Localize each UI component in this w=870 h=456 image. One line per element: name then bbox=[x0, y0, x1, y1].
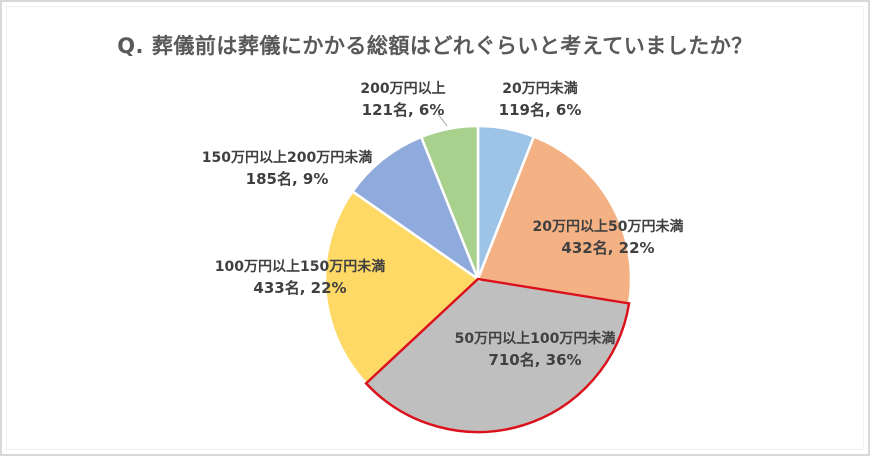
slice-label-value: 121名, 6% bbox=[361, 101, 445, 119]
slice-label-100-150: 100万円以上150万円未満 433名, 22% bbox=[215, 257, 385, 299]
pie-slice bbox=[323, 189, 480, 386]
slice-label-value: 119名, 6% bbox=[498, 101, 582, 119]
slice-label-20-50: 20万円以上50万円未満 432名, 22% bbox=[533, 217, 684, 259]
slice-label-200-plus: 200万円以上 121名, 6% bbox=[360, 79, 445, 121]
slice-label-150-200: 150万円以上200万円未満 185名, 9% bbox=[202, 148, 372, 190]
chart-title: Q. 葬儀前は葬儀にかかる総額はどれぐらいと考えていましたか？ bbox=[117, 34, 753, 58]
slice-label-category: 50万円以上100万円未満 bbox=[454, 331, 616, 347]
slice-label-value: 710名, 36% bbox=[488, 351, 582, 369]
slice-label-category: 20万円未満 bbox=[502, 81, 578, 97]
pie-slice bbox=[350, 135, 481, 283]
highlight-outline bbox=[364, 277, 631, 434]
slice-label-category: 150万円以上200万円未満 bbox=[201, 150, 373, 166]
slice-label-under-20: 20万円未満 119名, 6% bbox=[499, 79, 582, 121]
chart-inner-frame bbox=[6, 6, 864, 450]
slice-label-50-100: 50万円以上100万円未満 710名, 36% bbox=[455, 329, 616, 371]
slice-label-category: 20万円以上50万円未満 bbox=[532, 219, 684, 235]
slice-label-category: 100万円以上150万円未満 bbox=[214, 259, 386, 275]
slice-label-value: 432名, 22% bbox=[561, 239, 655, 257]
leader-line bbox=[437, 113, 448, 127]
pie-slice bbox=[476, 134, 633, 305]
slice-label-value: 433名, 22% bbox=[253, 279, 347, 297]
pie-slice bbox=[419, 124, 480, 280]
slice-label-value: 185名, 9% bbox=[245, 170, 329, 188]
slice-label-category: 200万円以上 bbox=[360, 81, 446, 97]
